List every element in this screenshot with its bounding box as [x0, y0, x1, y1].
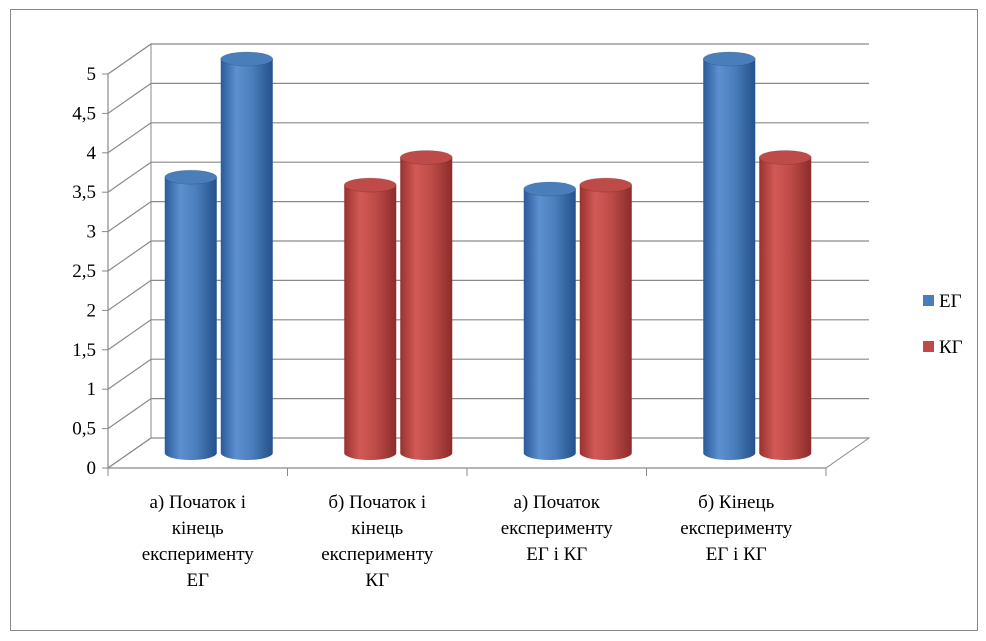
- axis-labels: 0 0,5 1 1,5 2 2,5 3 3,5 4 4,5 5 а) Початок і кінець е…: [72, 64, 793, 591]
- bar: [399, 150, 453, 461]
- bar: [579, 177, 633, 461]
- y-tick-label: 3: [87, 222, 97, 243]
- gridline-diagonal: [107, 279, 152, 311]
- bar-chart: 0 0,5 1 1,5 2 2,5 3 3,5 4 4,5 5 а) Початок і кінець е…: [72, 43, 963, 591]
- gridline-diagonal: [107, 240, 152, 272]
- gridline-diagonal: [107, 437, 152, 469]
- gridline-diagonal: [107, 358, 152, 390]
- legend-swatch: [923, 295, 934, 306]
- gridline-diagonal: [107, 201, 152, 233]
- y-tick-label: 0: [87, 458, 97, 479]
- y-tick-label: 5: [87, 64, 97, 85]
- gridline-diagonal: [107, 161, 152, 193]
- chart-frame: 0 0,5 1 1,5 2 2,5 3 3,5 4 4,5 5 а) Початок і кінець е…: [10, 9, 978, 631]
- y-tick-label: 4,5: [72, 103, 96, 124]
- y-tick-label: 3,5: [72, 182, 96, 203]
- gridline-diagonal: [107, 82, 152, 114]
- y-tick-label: 2,5: [72, 261, 96, 282]
- bar: [343, 177, 397, 461]
- bar: [758, 150, 812, 461]
- y-tick-label: 1: [87, 379, 97, 400]
- y-tick-label: 0,5: [72, 419, 96, 440]
- bar: [523, 181, 577, 461]
- gridline-diagonal: [107, 43, 152, 75]
- legend-label: ЕГ: [939, 291, 962, 312]
- legend-item: КГ: [923, 337, 963, 358]
- gridline-diagonal: [107, 398, 152, 430]
- legend-label: КГ: [939, 337, 963, 358]
- y-tick-label: 1,5: [72, 340, 96, 361]
- x-tick-label: б) Кінець експерименту ЕГ і КГ: [680, 492, 793, 565]
- y-tick-label: 4: [87, 143, 97, 164]
- y-tick-label: 2: [87, 300, 97, 321]
- bar: [702, 51, 756, 461]
- x-tick-label: а) Початок експерименту ЕГ і КГ: [501, 492, 614, 565]
- legend-item: ЕГ: [923, 291, 962, 312]
- bar: [164, 169, 218, 461]
- x-tick-label: б) Початок і кінець експерименту КГ: [321, 492, 434, 591]
- axes: [102, 73, 827, 476]
- bars: [164, 51, 812, 461]
- legend: ЕГ КГ: [923, 291, 963, 358]
- gridline-diagonal: [107, 319, 152, 351]
- x-tick-label: а) Початок і кінець експерименту ЕГ: [142, 492, 255, 591]
- bar: [220, 51, 274, 461]
- gridline-diagonal: [107, 122, 152, 154]
- legend-swatch: [923, 341, 934, 352]
